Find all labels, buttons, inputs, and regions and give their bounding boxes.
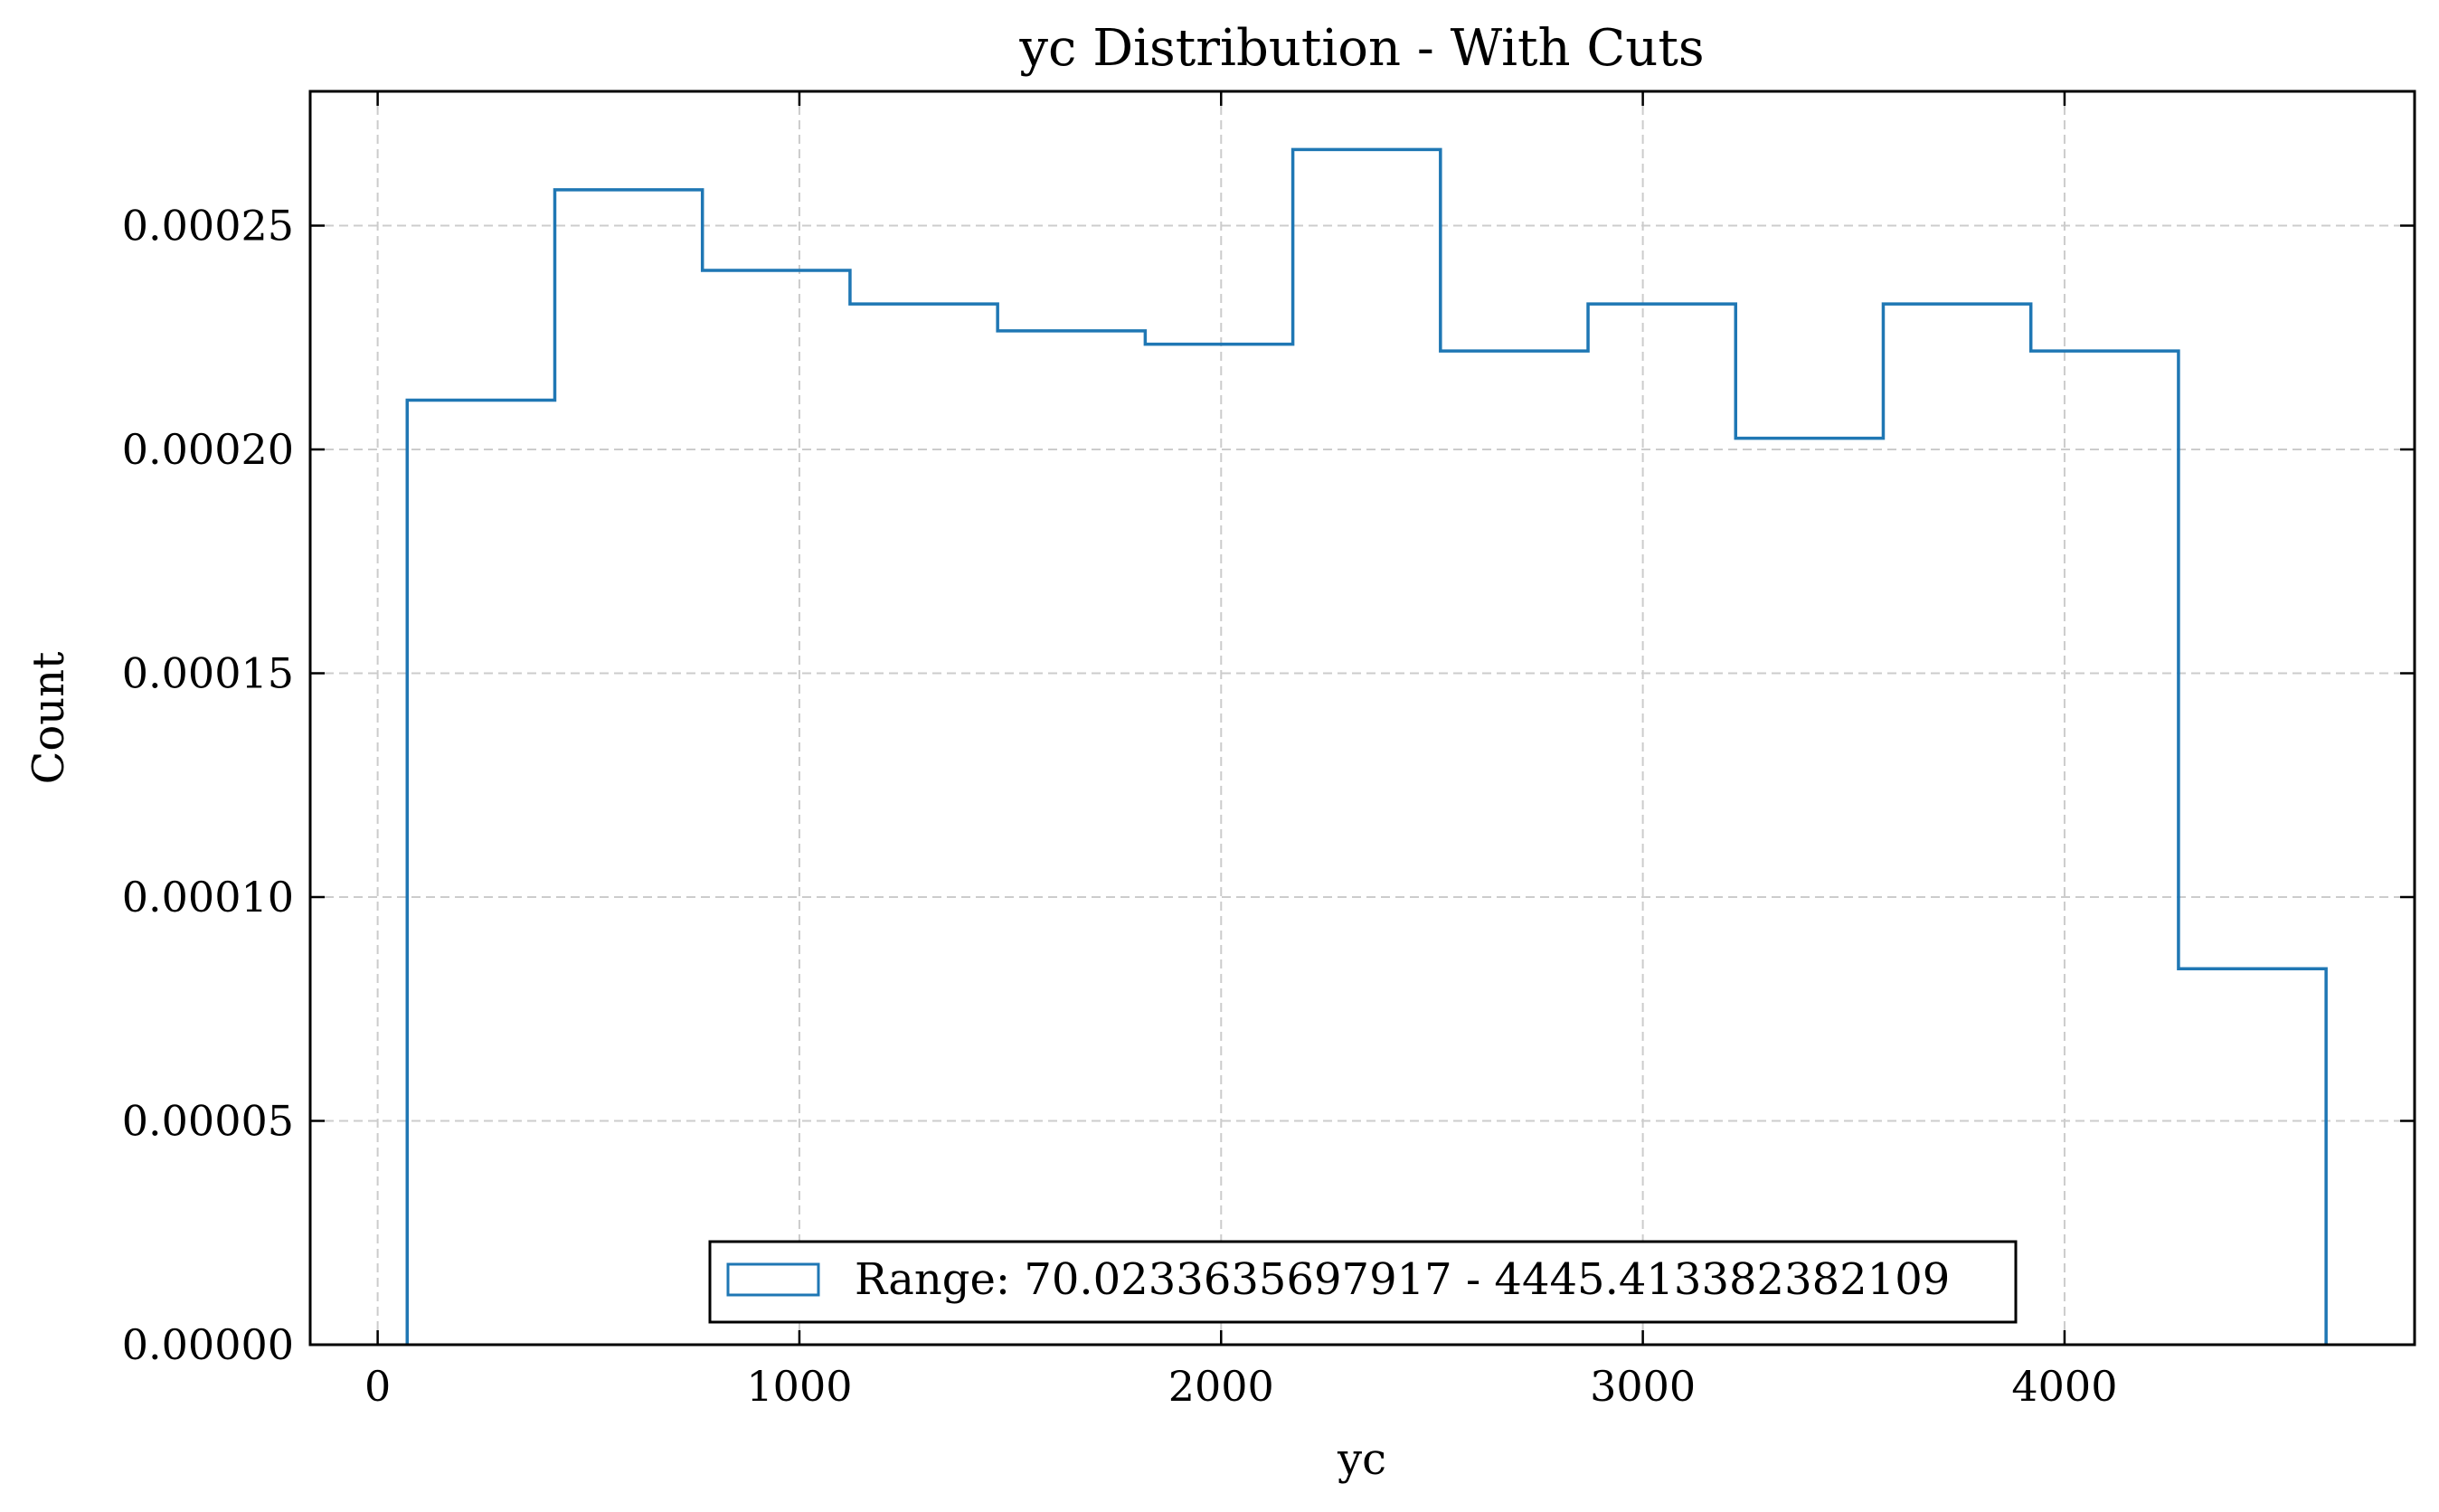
histogram-bin [2031,351,2179,1345]
y-tick-label: 0.00000 [122,1320,294,1369]
y-tick-label: 0.00015 [122,649,294,698]
y-tick-label: 0.00025 [122,202,294,250]
histogram-bin [1441,351,1588,1345]
y-axis-label: Count [24,652,74,785]
histogram-bin [997,331,1145,1345]
legend-swatch [726,1262,820,1297]
grid [310,91,2415,1345]
x-tick-label: 2000 [1168,1362,1274,1411]
y-tick-label: 0.00010 [122,873,294,921]
legend: Range: 70.0233635697917 - 4445.413382382… [708,1240,2018,1324]
chart-title: yc Distribution - With Cuts [1018,19,1704,78]
histogram-bin [850,304,997,1345]
histogram-bin [1735,439,1883,1345]
histogram-bin [1883,304,2030,1345]
histogram-step-line [405,147,2328,1345]
y-tick-label: 0.00005 [122,1097,294,1146]
x-tick-label: 3000 [1590,1362,1696,1411]
histogram-bin [2179,969,2326,1345]
histogram-bin [554,190,702,1345]
histogram-bin [407,401,554,1345]
x-axis-label: yc [1337,1434,1386,1485]
plot-area [405,147,2328,1345]
x-tick-label: 0 [364,1362,391,1411]
legend-label: Range: 70.0233635697917 - 4445.413382382… [855,1254,1950,1305]
histogram-bin [1145,345,1292,1345]
histogram-bin [1588,304,1735,1345]
x-tick-label: 1000 [746,1362,852,1411]
legend-box [708,1240,2018,1324]
x-tick-label: 4000 [2011,1362,2117,1411]
histogram-bin [1293,149,1441,1345]
y-tick-label: 0.00020 [122,425,294,474]
axes-frame [308,90,2416,1347]
histogram-bin [703,270,850,1345]
ticks: 0 1000 2000 3000 4000 0.00000 0.00005 0.00010 0.… [122,91,2415,1411]
